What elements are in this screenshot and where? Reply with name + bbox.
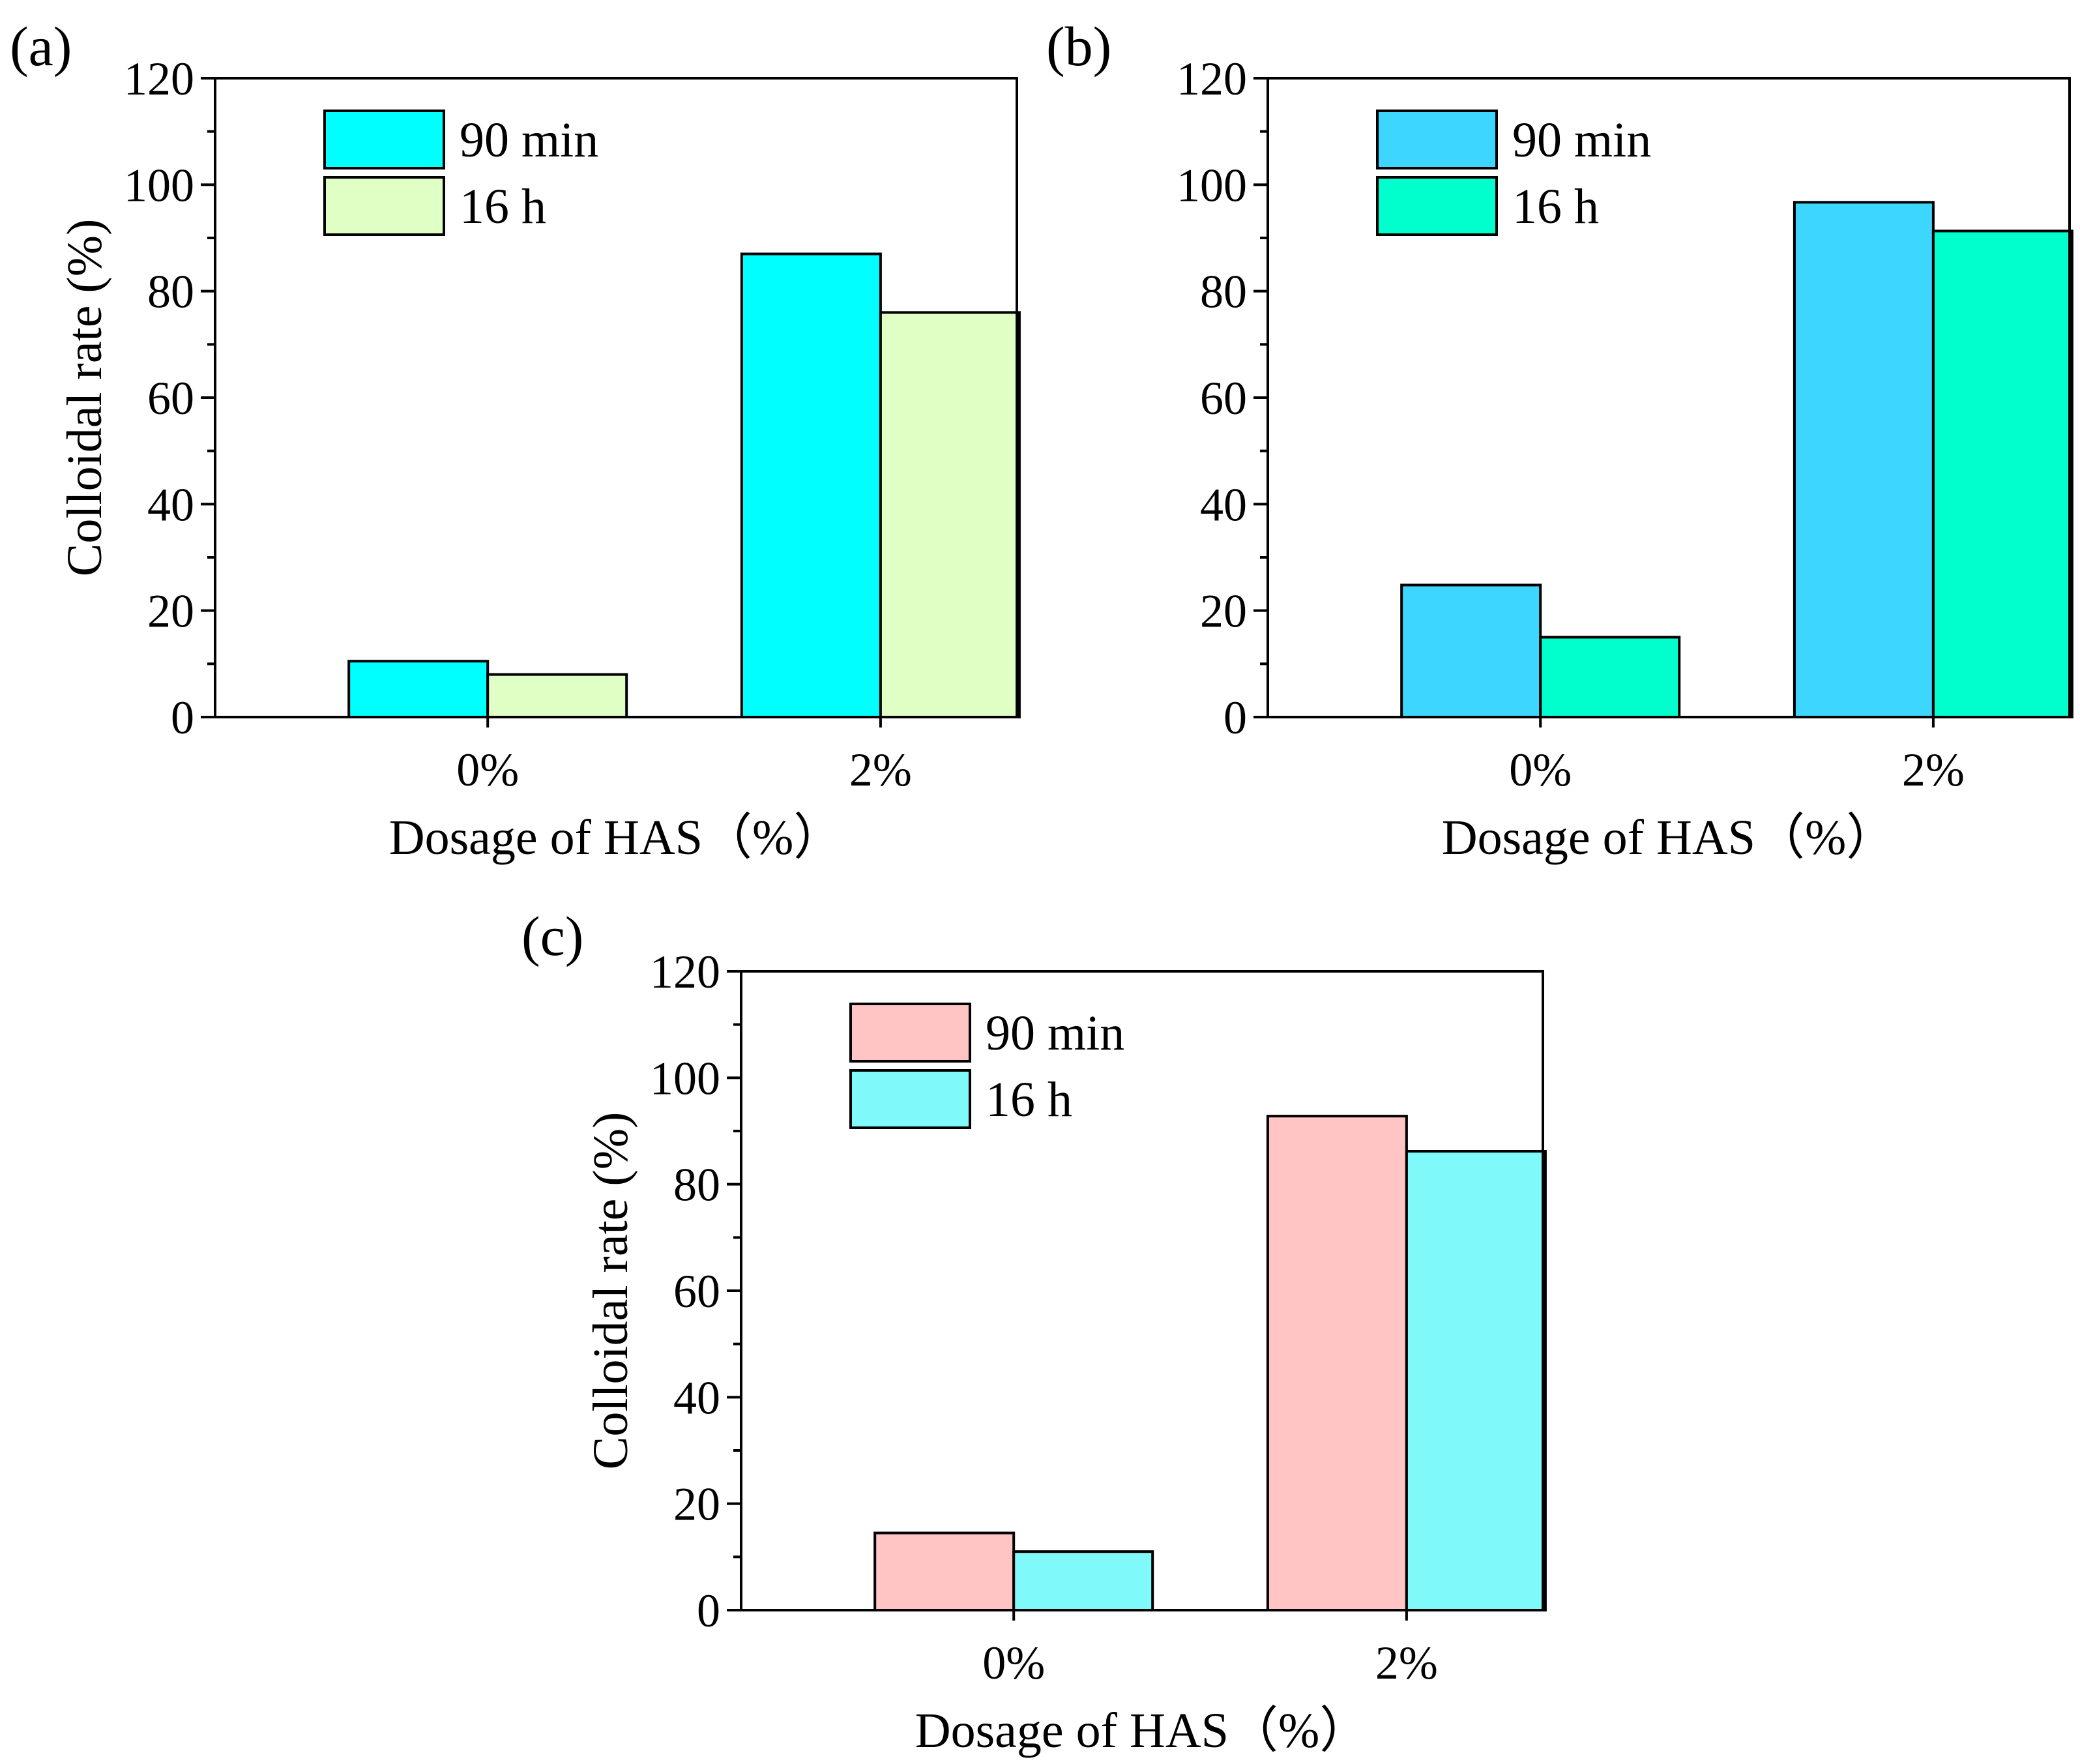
x-axis-title: Dosage of HAS（%）: [915, 1703, 1370, 1758]
y-tick-label: 0: [697, 1585, 720, 1637]
y-axis-title: Colloidal rate (%): [583, 1112, 638, 1470]
y-tick-label: 60: [673, 1265, 720, 1317]
y-tick-label: 20: [147, 585, 194, 638]
y-tick-label: 0: [1223, 692, 1247, 744]
bar-16-h-2pct: [1931, 229, 2073, 718]
bar-90-min-2pct: [740, 252, 882, 718]
panel-label: (b): [1046, 15, 1111, 78]
legend-swatch: [849, 1003, 971, 1063]
y-tick-label: 40: [1200, 478, 1247, 531]
y-tick-label: 120: [650, 946, 720, 998]
x-axis-title: Dosage of HAS（%）: [1442, 810, 1896, 865]
legend-label: 16 h: [986, 1072, 1072, 1127]
y-tick-label: 100: [650, 1052, 720, 1104]
bar-90-min-0pct: [347, 660, 490, 718]
y-tick-label: 120: [1177, 53, 1247, 105]
bar-90-min-2pct: [1793, 201, 1935, 718]
y-axis-title: Colloidal rate (%): [57, 219, 112, 577]
chart-1: (b) 0% 2% 0 20 40 60 80 100 120 Dosage of HAS（%） 90…: [1046, 15, 2073, 865]
y-tick-label: 40: [673, 1372, 720, 1424]
y-tick-label: 20: [1200, 585, 1247, 638]
charts-container: (a) 0% 2% 0 20 40 60 80 100 120 Dosage of HAS（%） Co…: [10, 15, 2073, 1758]
y-tick-label: 100: [1177, 159, 1247, 211]
x-tick-label: 2%: [849, 744, 912, 796]
legend-swatch: [1376, 110, 1498, 169]
legend-label: 90 min: [1512, 113, 1651, 168]
bar-16-h-2pct: [1405, 1150, 1547, 1611]
legend-swatch: [323, 110, 445, 169]
bar-16-h-0pct: [1012, 1550, 1154, 1612]
legend-label: 16 h: [1512, 179, 1599, 234]
x-tick-label: 2%: [1375, 1637, 1438, 1689]
bar-90-min-0pct: [873, 1531, 1016, 1611]
legend-swatch: [1376, 176, 1498, 236]
y-tick-label: 0: [171, 692, 194, 744]
chart-2: (c) 0% 2% 0 20 40 60 80 100 120 Dosage of HAS（%） Co…: [521, 905, 1547, 1758]
legend-swatch: [323, 176, 445, 236]
x-tick-label: 0%: [456, 744, 519, 796]
bar-90-min-2pct: [1266, 1115, 1408, 1611]
legend-label: 16 h: [460, 179, 546, 234]
y-tick-label: 80: [673, 1159, 720, 1211]
bar-16-h-2pct: [879, 311, 1021, 719]
legend-label: 90 min: [460, 113, 598, 168]
legend-label: 90 min: [986, 1006, 1124, 1061]
panel-label: (a): [10, 15, 72, 78]
y-tick-label: 80: [1200, 266, 1247, 318]
y-tick-label: 120: [124, 53, 194, 105]
y-tick-label: 80: [147, 266, 194, 318]
legend-swatch: [849, 1069, 971, 1129]
x-axis-title: Dosage of HAS（%）: [389, 810, 843, 865]
y-tick-label: 40: [147, 478, 194, 531]
bar-16-h-0pct: [1539, 636, 1681, 718]
bar-90-min-0pct: [1400, 583, 1542, 719]
x-tick-label: 0%: [982, 1637, 1045, 1689]
y-tick-label: 100: [124, 159, 194, 211]
x-tick-label: 0%: [1509, 744, 1572, 796]
panel-label: (c): [521, 905, 583, 967]
y-tick-label: 60: [1200, 372, 1247, 424]
x-tick-label: 2%: [1902, 744, 1965, 796]
bar-16-h-0pct: [486, 673, 628, 718]
chart-0: (a) 0% 2% 0 20 40 60 80 100 120 Dosage of HAS（%） Co…: [10, 15, 1021, 865]
y-tick-label: 60: [147, 372, 194, 424]
y-tick-label: 20: [673, 1478, 720, 1531]
